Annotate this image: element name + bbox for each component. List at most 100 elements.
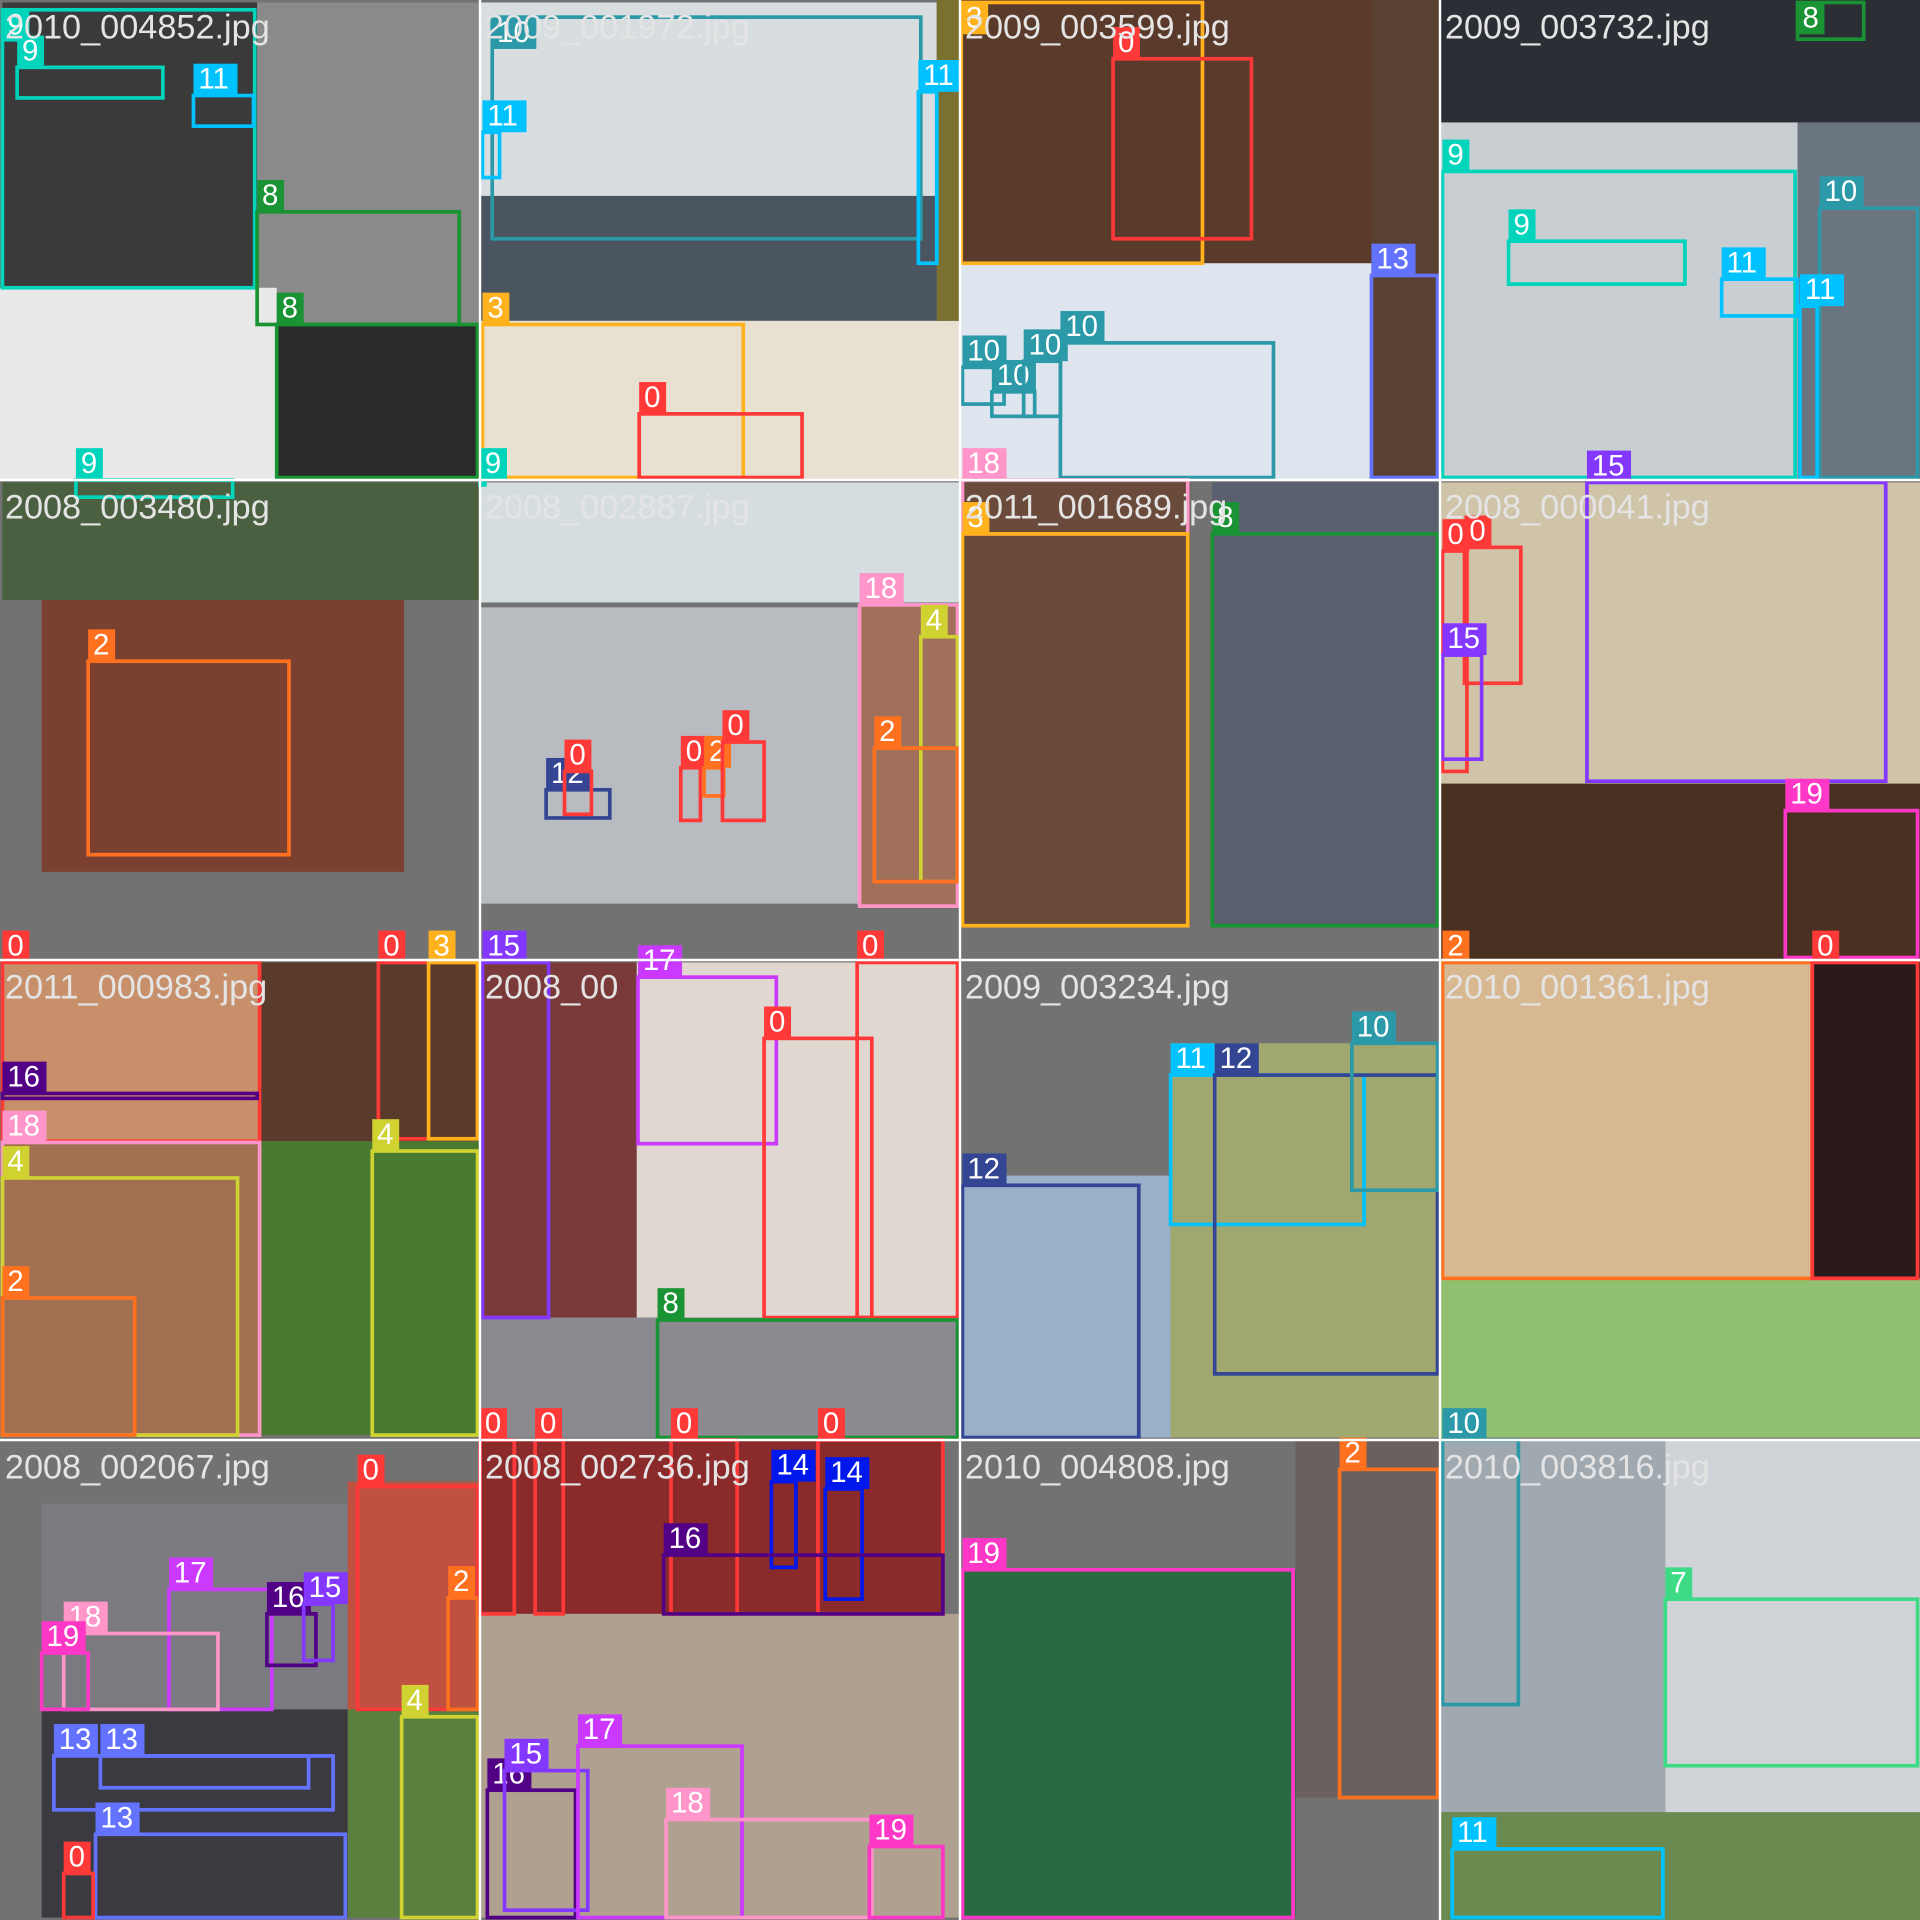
box-label: 4 bbox=[926, 604, 942, 637]
label-background bbox=[95, 1802, 140, 1835]
box-label: 13 bbox=[59, 1723, 92, 1756]
label-background bbox=[53, 1724, 98, 1756]
bounding-box bbox=[1783, 808, 1920, 960]
photo bbox=[276, 324, 480, 480]
box-label: 0 bbox=[485, 1407, 501, 1440]
box-label: 17 bbox=[174, 1556, 207, 1589]
box-label: 0 bbox=[362, 1454, 378, 1487]
label-background bbox=[41, 1621, 86, 1654]
label-background bbox=[480, 1408, 507, 1440]
photo bbox=[1440, 122, 1798, 481]
label-background bbox=[168, 1557, 214, 1590]
box-label: 8 bbox=[1217, 501, 1233, 534]
photo bbox=[1440, 1812, 1920, 1920]
label-background bbox=[1339, 1437, 1367, 1470]
box-label: 2 bbox=[1344, 1436, 1360, 1469]
bounding-box bbox=[960, 1567, 1295, 1920]
box-label: 7 bbox=[1670, 1566, 1686, 1599]
photo bbox=[259, 962, 480, 1142]
box-label: 9 bbox=[81, 447, 97, 480]
label-background bbox=[962, 1153, 1007, 1186]
photo bbox=[960, 1569, 1296, 1918]
label-background bbox=[771, 1449, 816, 1482]
box-label: 0 bbox=[727, 709, 743, 742]
label-background bbox=[100, 1724, 145, 1756]
bounding-box bbox=[655, 1318, 960, 1440]
label-background bbox=[492, 17, 537, 49]
label-background bbox=[1586, 450, 1632, 483]
photo bbox=[2, 482, 481, 600]
box-label: 3 bbox=[487, 292, 503, 325]
box-label: 0 bbox=[676, 1407, 692, 1440]
label-background bbox=[482, 292, 510, 325]
box-label: 0 bbox=[1447, 518, 1463, 551]
bounding-box bbox=[98, 1754, 311, 1790]
bounding-box bbox=[1663, 1597, 1920, 1768]
label-background bbox=[874, 716, 902, 749]
box-label: 0 bbox=[1469, 514, 1485, 547]
photo bbox=[480, 607, 860, 904]
filename: 2010_003816.jpg bbox=[1445, 1448, 1710, 1486]
bounding-box bbox=[274, 322, 480, 480]
box-label: 0 bbox=[862, 930, 878, 963]
box-label: 18 bbox=[671, 1787, 704, 1820]
box-label: 0 bbox=[686, 735, 702, 768]
label-background bbox=[17, 35, 45, 68]
box-label: 19 bbox=[1790, 778, 1823, 811]
box-label: 0 bbox=[823, 1407, 839, 1440]
photo bbox=[1812, 962, 1920, 1279]
box-label: 16 bbox=[7, 1061, 40, 1094]
label-background bbox=[680, 735, 708, 768]
photo bbox=[480, 2, 937, 196]
photo bbox=[1295, 1440, 1440, 1798]
box-label: 19 bbox=[874, 1814, 907, 1847]
label-background bbox=[671, 1408, 698, 1440]
label-background bbox=[1819, 176, 1864, 209]
label-background bbox=[482, 100, 527, 133]
label-background bbox=[663, 1523, 708, 1556]
box-label: 9 bbox=[1447, 139, 1463, 172]
box-label: 13 bbox=[1376, 243, 1409, 276]
label-background bbox=[817, 1408, 845, 1440]
label-background bbox=[722, 710, 750, 743]
photo bbox=[960, 0, 1372, 264]
bounding-box bbox=[399, 1714, 480, 1920]
label-background bbox=[2, 1146, 30, 1178]
filename: 2010_004808.jpg bbox=[965, 1448, 1230, 1486]
box-label: 10 bbox=[1447, 1407, 1480, 1440]
box-label: 2 bbox=[93, 628, 109, 661]
label-background bbox=[564, 739, 592, 772]
box-label: 10 bbox=[497, 16, 530, 49]
box-label: 0 bbox=[644, 381, 660, 414]
photo bbox=[636, 962, 960, 1318]
bounding-box bbox=[1462, 545, 1523, 686]
box-label: 15 bbox=[487, 930, 520, 963]
label-background bbox=[1212, 502, 1240, 534]
label-background bbox=[2, 930, 30, 963]
bounding-box bbox=[960, 532, 1190, 928]
label-background bbox=[63, 1841, 91, 1874]
photo bbox=[1371, 0, 1440, 480]
label-background bbox=[2, 1061, 47, 1094]
box-label: 4 bbox=[377, 1118, 393, 1151]
label-background bbox=[448, 1566, 476, 1598]
photo bbox=[347, 1709, 480, 1918]
label-background bbox=[1508, 209, 1536, 242]
label-background bbox=[75, 448, 103, 480]
filename: 2009_001972.jpg bbox=[485, 8, 750, 46]
box-label: 0 bbox=[569, 739, 585, 772]
label-background bbox=[764, 1006, 792, 1039]
photo bbox=[1440, 783, 1920, 960]
box-label: 9 bbox=[22, 34, 38, 67]
label-background bbox=[1665, 1567, 1693, 1600]
label-background bbox=[1452, 1817, 1497, 1849]
box-label: 11 bbox=[923, 59, 954, 92]
bounding-box bbox=[1585, 480, 1888, 784]
bounding-box bbox=[1111, 56, 1254, 241]
photo bbox=[1440, 1278, 1920, 1438]
photo bbox=[259, 1141, 480, 1436]
box-label: 4 bbox=[7, 1145, 23, 1178]
label-background bbox=[372, 1119, 400, 1152]
label-background bbox=[504, 1738, 549, 1771]
